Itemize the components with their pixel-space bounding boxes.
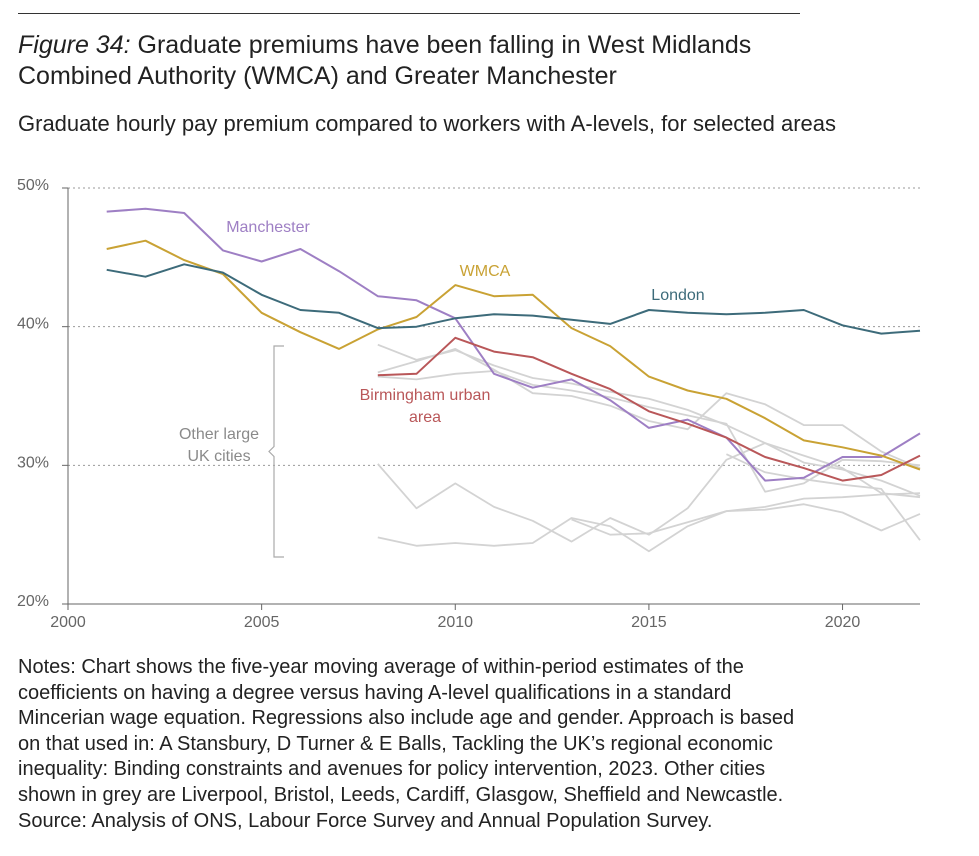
notes-line: Notes: Chart shows the five-year moving … <box>18 656 744 678</box>
top-rule <box>18 13 800 14</box>
grey-city-line <box>377 503 921 553</box>
y-tick-label: 40% <box>17 316 49 333</box>
manchester-line <box>106 207 921 482</box>
birmingham-urban-area-label: area <box>409 409 441 426</box>
grey-city-line <box>726 453 921 541</box>
y-tick-label: 20% <box>17 593 49 610</box>
manchester-label: Manchester <box>226 219 310 236</box>
other-cities-label: UK cities <box>187 448 250 465</box>
notes-line: Source: Analysis of ONS, Labour Force Su… <box>18 809 713 832</box>
grey-city-line <box>377 347 921 469</box>
other-cities-label: Other large <box>179 426 259 443</box>
chart-notes: Notes: Chart shows the five-year moving … <box>18 655 948 834</box>
axes: 20% 30% 40% 50% 2000 2005 2010 2015 2020 <box>17 177 920 631</box>
other-cities-bracket: Other large UK cities <box>179 345 284 558</box>
line-chart: 20% 30% 40% 50% 2000 2005 2010 2015 2020 Other l… <box>17 177 921 631</box>
figure-title-text: Graduate premiums have been falling in W… <box>18 31 752 90</box>
grey-city-line <box>571 492 921 536</box>
gridlines <box>68 187 920 466</box>
x-tick-label: 2020 <box>825 614 861 631</box>
highlighted-lines <box>106 207 921 482</box>
notes-line: shown in grey are Liverpool, Bristol, Le… <box>18 783 784 806</box>
grey-city-line <box>377 442 921 543</box>
notes-line: Mincerian wage equation. Regressions als… <box>18 707 795 730</box>
notes-line: coefficients on having a degree versus h… <box>18 681 732 704</box>
x-tick-label: 2010 <box>437 614 473 631</box>
wmca-label: WMCA <box>460 263 511 280</box>
wmca-line <box>106 239 921 471</box>
grey-city-line <box>377 370 921 493</box>
bracket-shape <box>268 345 284 558</box>
x-tick-label: 2000 <box>50 614 86 631</box>
y-tick-label: 30% <box>17 454 49 471</box>
x-tick-label: 2005 <box>244 614 280 631</box>
london-line <box>106 263 921 335</box>
series-labels: Manchester WMCA London Birmingham urban area <box>226 219 704 426</box>
x-tick-label: 2015 <box>631 614 667 631</box>
y-tick-label: 50% <box>17 177 49 194</box>
notes-line: on that used in: A Stansbury, D Turner &… <box>18 732 773 755</box>
chart-subtitle: Graduate hourly pay premium compared to … <box>18 111 837 136</box>
birmingham-urban-area-line <box>377 336 921 482</box>
london-label: London <box>651 287 704 304</box>
notes-line: inequality: Binding constraints and aven… <box>18 758 766 781</box>
figure-title: Figure 34: Graduate premiums have been f… <box>18 30 838 92</box>
birmingham-urban-area-label: Birmingham urban <box>360 387 491 404</box>
figure-label: Figure 34: <box>18 31 131 59</box>
